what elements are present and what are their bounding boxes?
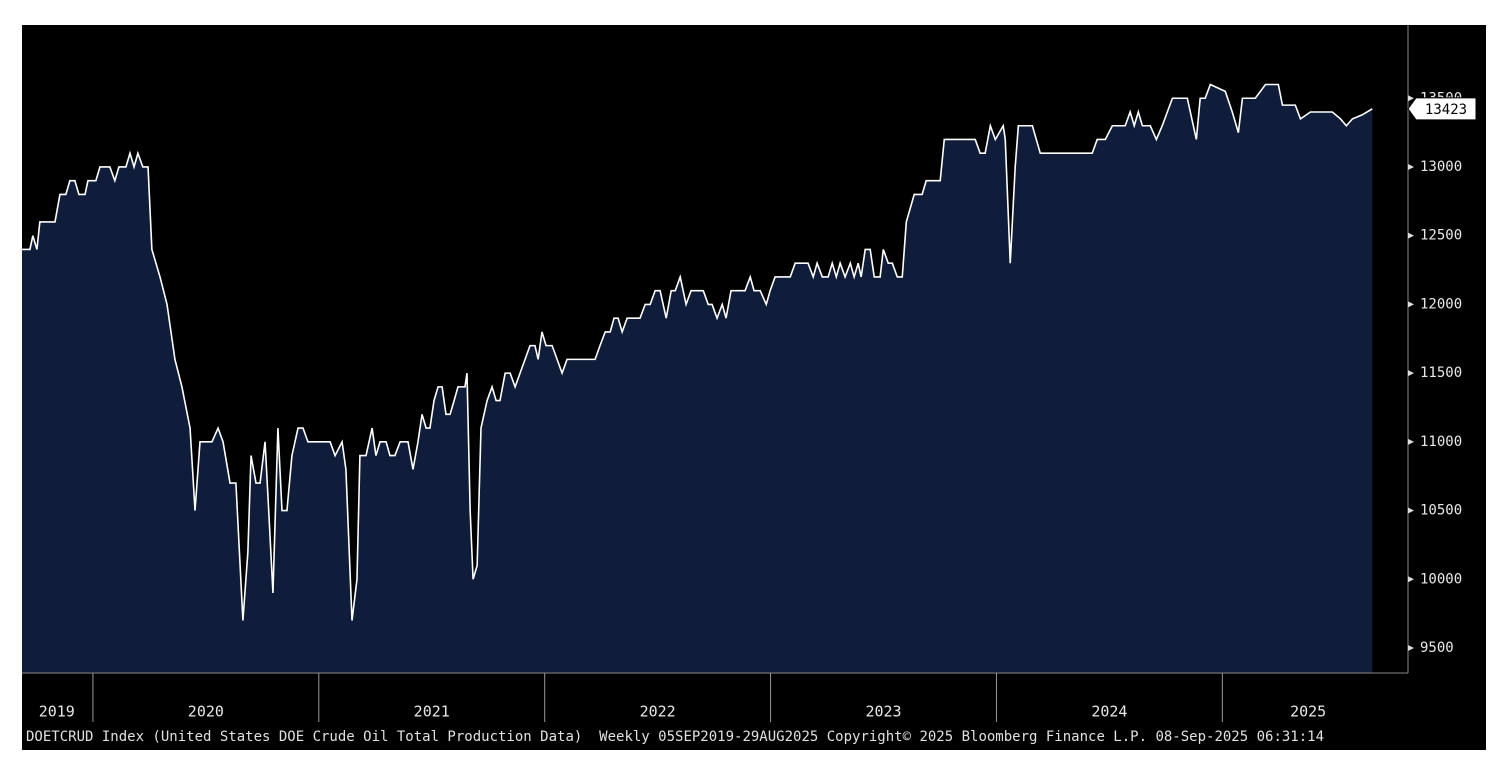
y-tick <box>1408 95 1414 102</box>
y-tick-label: 9500 <box>1420 640 1454 656</box>
y-tick <box>1408 576 1414 583</box>
y-tick-label: 12000 <box>1420 296 1462 312</box>
y-tick <box>1408 644 1414 651</box>
y-tick <box>1408 163 1414 170</box>
y-tick <box>1408 232 1414 239</box>
x-tick-label: 2022 <box>640 703 676 721</box>
x-tick-label: 2024 <box>1091 703 1127 721</box>
y-tick <box>1408 301 1414 308</box>
x-tick-label: 2019 <box>39 703 75 721</box>
x-tick-label: 2021 <box>414 703 450 721</box>
line <box>22 83 1373 621</box>
y-tick <box>1408 370 1414 377</box>
x-tick-label: 2020 <box>188 703 224 721</box>
y-tick-label: 12500 <box>1420 228 1462 244</box>
last-value-box <box>1407 97 1477 121</box>
y-tick-label: 11500 <box>1420 365 1462 381</box>
footer: DOETCRUD Index (United States DOE Crude … <box>26 729 1324 745</box>
x-tick-label: 2023 <box>865 703 901 721</box>
y-tick <box>1408 507 1414 514</box>
y-tick-label: 10000 <box>1420 571 1462 587</box>
y-tick-label: 10500 <box>1420 503 1462 519</box>
y-tick <box>1408 438 1414 445</box>
last-value-label: 13423 <box>1425 102 1467 118</box>
area-fill <box>22 84 1373 674</box>
x-tick-label: 2025 <box>1290 703 1326 721</box>
y-tick-label: 11000 <box>1420 434 1462 450</box>
y-tick-label: 13000 <box>1420 159 1462 175</box>
